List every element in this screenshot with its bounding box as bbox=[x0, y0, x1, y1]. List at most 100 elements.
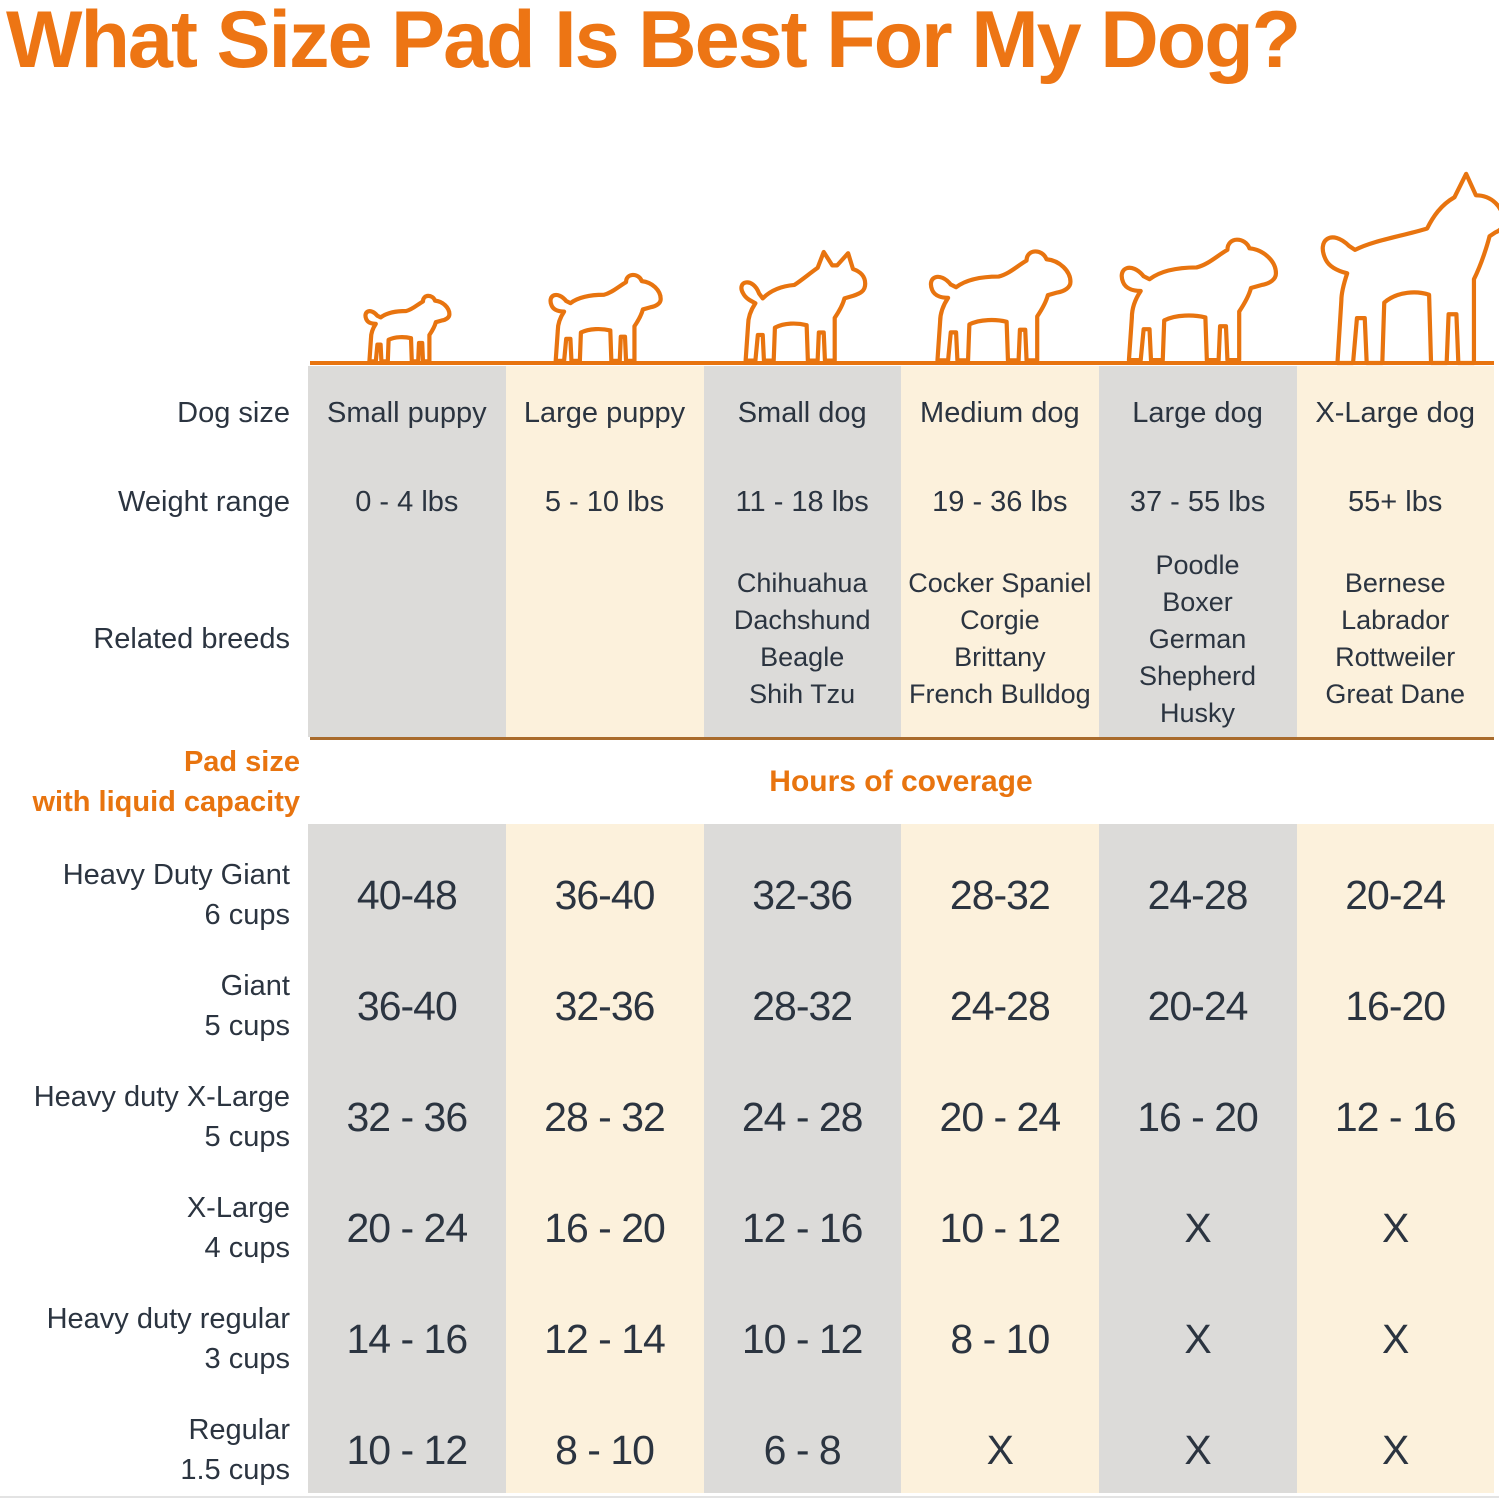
weight-range-cell: 5 - 10 lbs bbox=[544, 485, 665, 518]
weight-range-cell: 37 - 55 lbs bbox=[1129, 485, 1266, 518]
pad-capacity: 1.5 cups bbox=[180, 1454, 290, 1486]
pad-row-regular: Regular 1.5 cups 10 - 12 8 - 10 6 - 8 X … bbox=[0, 1395, 1499, 1500]
hours-cell: 20-24 bbox=[1345, 871, 1446, 918]
weight-range-cell: 11 - 18 lbs bbox=[735, 485, 869, 518]
breed: Beagle bbox=[760, 642, 845, 672]
pad-row-heavy-duty-regular: Heavy duty regular 3 cups 14 - 16 12 - 1… bbox=[0, 1284, 1499, 1394]
hours-cell: X bbox=[1382, 1426, 1409, 1473]
breed: Cocker Spaniel bbox=[908, 568, 1092, 598]
pad-row-label: Giant 5 cups bbox=[0, 951, 290, 1061]
pad-size-label-line2: with liquid capacity bbox=[32, 786, 301, 818]
column-stripe bbox=[901, 366, 1099, 737]
column-stripe bbox=[704, 824, 902, 1493]
pad-row-label: Heavy duty X-Large 5 cups bbox=[0, 1062, 290, 1172]
dog-size-cells: Small puppy Large puppy Small dog Medium… bbox=[308, 388, 1494, 438]
column-stripe bbox=[704, 366, 902, 737]
weight-range-cell: 55+ lbs bbox=[1348, 485, 1443, 518]
hours-cell: X bbox=[1184, 1315, 1211, 1362]
pad-name: Regular bbox=[188, 1414, 290, 1446]
hours-cell: 28 - 32 bbox=[544, 1093, 666, 1140]
section-divider-line bbox=[310, 737, 1494, 740]
pad-row-values: 36-40 32-36 28-32 24-28 20-24 16-20 bbox=[308, 951, 1494, 1061]
pad-capacity: 3 cups bbox=[204, 1343, 290, 1375]
pad-size-section-label: Pad size with liquid capacity bbox=[0, 742, 301, 822]
hours-cell: 16 - 20 bbox=[1137, 1093, 1259, 1140]
pad-row-values: 10 - 12 8 - 10 6 - 8 X X X bbox=[308, 1395, 1494, 1500]
breed: Great Dane bbox=[1325, 679, 1465, 709]
weight-range-row: Weight range 0 - 4 lbs 5 - 10 lbs 11 - 1… bbox=[0, 477, 1499, 527]
dog-size-cell: Small dog bbox=[737, 396, 867, 429]
hours-cell: X bbox=[986, 1426, 1014, 1473]
pad-row-values: 20 - 24 16 - 20 12 - 16 10 - 12 X X bbox=[308, 1173, 1494, 1283]
weight-range-cell: 0 - 4 lbs bbox=[355, 485, 459, 518]
hours-cell: 20-24 bbox=[1147, 982, 1249, 1029]
bottom-edge-line bbox=[0, 1496, 1499, 1498]
hours-cell: 24-28 bbox=[1147, 871, 1249, 918]
hours-cell: X bbox=[1184, 1426, 1211, 1473]
large-puppy-icon bbox=[551, 275, 661, 361]
hours-cell: 32-36 bbox=[752, 871, 853, 918]
pad-name: X-Large bbox=[186, 1192, 290, 1224]
related-breeds-cells: Chihuahua Dachshund Beagle Shih Tzu Cock… bbox=[308, 550, 1494, 728]
dog-size-cell: X-Large dog bbox=[1315, 396, 1475, 429]
breed: Bernese bbox=[1344, 568, 1446, 598]
pad-row-label: Regular 1.5 cups bbox=[0, 1395, 290, 1500]
hours-cell: 32 - 36 bbox=[346, 1093, 469, 1140]
hours-cell: 16 - 20 bbox=[544, 1204, 666, 1251]
breed: Corgie bbox=[960, 605, 1040, 635]
pad-size-label-line1: Pad size bbox=[183, 746, 300, 778]
column-stripe bbox=[506, 366, 704, 737]
pad-name: Giant bbox=[220, 970, 290, 1002]
dog-size-row: Dog size Small puppy Large puppy Small d… bbox=[0, 388, 1499, 438]
hours-cell: 20 - 24 bbox=[346, 1204, 469, 1251]
row-header-related-breeds: Related breeds bbox=[93, 623, 290, 655]
pad-name: Heavy duty X-Large bbox=[33, 1081, 290, 1113]
pad-capacity: 5 cups bbox=[204, 1010, 290, 1042]
breeds-cell: Chihuahua Dachshund Beagle Shih Tzu bbox=[703, 550, 901, 728]
breed: Boxer bbox=[1162, 586, 1233, 617]
hours-cell: 10 - 12 bbox=[939, 1204, 1062, 1251]
hours-cell: 12 - 14 bbox=[544, 1315, 666, 1362]
column-stripe bbox=[1297, 366, 1494, 737]
page-title: What Size Pad Is Best For My Dog? bbox=[6, 0, 1301, 85]
row-header-weight-range: Weight range bbox=[118, 486, 290, 518]
pad-capacity: 4 cups bbox=[204, 1232, 290, 1264]
large-dog-icon bbox=[1122, 240, 1276, 360]
breeds-cell: Cocker Spaniel Corgie Brittany French Bu… bbox=[901, 550, 1099, 728]
column-stripe bbox=[1099, 824, 1297, 1493]
row-header-dog-size: Dog size bbox=[177, 397, 290, 429]
hours-cell: 6 - 8 bbox=[763, 1426, 842, 1473]
dog-size-cell: Large dog bbox=[1132, 396, 1263, 429]
pad-name: Heavy Duty Giant bbox=[62, 859, 290, 891]
pad-row-label: Heavy duty regular 3 cups bbox=[0, 1284, 290, 1394]
hours-cell: 40-48 bbox=[356, 871, 458, 918]
hours-cell: 10 - 12 bbox=[741, 1315, 864, 1362]
pad-row-heavy-duty-giant: Heavy Duty Giant 6 cups 40-48 36-40 32-3… bbox=[0, 840, 1499, 950]
column-stripe bbox=[901, 824, 1099, 1493]
breed: Chihuahua bbox=[736, 568, 868, 598]
breed: Brittany bbox=[954, 642, 1046, 672]
column-stripe bbox=[1297, 824, 1494, 1493]
x-large-dog-icon bbox=[1323, 174, 1499, 363]
pad-name: Heavy duty regular bbox=[46, 1303, 290, 1335]
dog-size-cell: Small puppy bbox=[327, 396, 487, 429]
dog-size-cell: Large puppy bbox=[523, 396, 686, 429]
breed: French Bulldog bbox=[909, 679, 1091, 709]
breed: German Shepherd bbox=[1138, 623, 1257, 691]
hours-cell: 24 - 28 bbox=[741, 1093, 864, 1140]
hours-cell: 10 - 12 bbox=[346, 1426, 469, 1473]
hours-cell: 32-36 bbox=[554, 982, 656, 1029]
hours-cell: 8 - 10 bbox=[555, 1426, 655, 1473]
hours-cell: 36-40 bbox=[554, 871, 656, 918]
breed: Rottweiler bbox=[1335, 642, 1456, 672]
hours-cell: 24-28 bbox=[949, 982, 1051, 1029]
hours-cell: 28-32 bbox=[752, 982, 853, 1029]
hours-cell: X bbox=[1382, 1315, 1409, 1362]
hours-cell: X bbox=[1184, 1204, 1211, 1251]
column-stripe bbox=[506, 824, 704, 1493]
pad-row-label: Heavy Duty Giant 6 cups bbox=[0, 840, 290, 950]
dog-icons bbox=[308, 150, 1499, 370]
hours-cell: 16-20 bbox=[1345, 982, 1446, 1029]
pad-row-label: X-Large 4 cups bbox=[0, 1173, 290, 1283]
